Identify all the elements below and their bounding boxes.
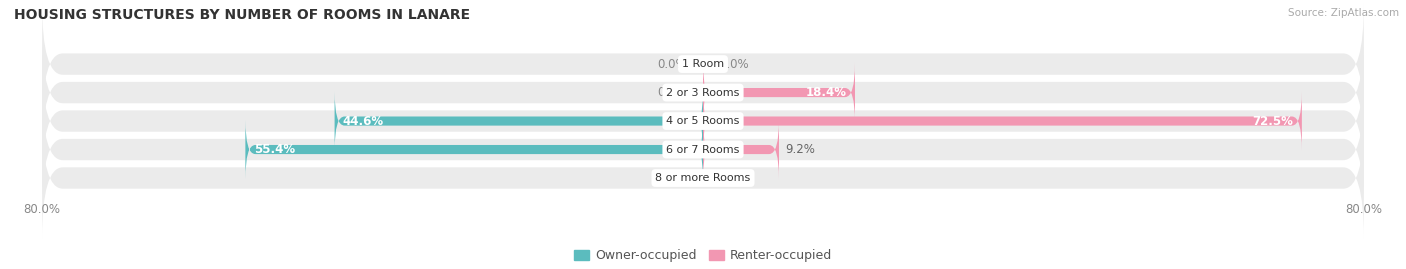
FancyBboxPatch shape: [703, 91, 1302, 151]
FancyBboxPatch shape: [42, 3, 1364, 125]
Text: HOUSING STRUCTURES BY NUMBER OF ROOMS IN LANARE: HOUSING STRUCTURES BY NUMBER OF ROOMS IN…: [14, 8, 470, 22]
Text: 0.0%: 0.0%: [657, 172, 686, 185]
FancyBboxPatch shape: [42, 118, 1364, 239]
Text: 0.0%: 0.0%: [657, 58, 686, 70]
FancyBboxPatch shape: [246, 120, 703, 179]
FancyBboxPatch shape: [703, 120, 779, 179]
Text: 44.6%: 44.6%: [343, 115, 384, 128]
FancyBboxPatch shape: [335, 91, 703, 151]
FancyBboxPatch shape: [42, 32, 1364, 153]
FancyBboxPatch shape: [42, 89, 1364, 210]
Text: 55.4%: 55.4%: [253, 143, 295, 156]
Text: 0.0%: 0.0%: [657, 86, 686, 99]
Text: 2 or 3 Rooms: 2 or 3 Rooms: [666, 88, 740, 98]
Text: 8 or more Rooms: 8 or more Rooms: [655, 173, 751, 183]
Text: 72.5%: 72.5%: [1253, 115, 1294, 128]
FancyBboxPatch shape: [703, 63, 855, 122]
Text: 0.0%: 0.0%: [720, 172, 749, 185]
Text: 4 or 5 Rooms: 4 or 5 Rooms: [666, 116, 740, 126]
Legend: Owner-occupied, Renter-occupied: Owner-occupied, Renter-occupied: [568, 244, 838, 267]
Text: 6 or 7 Rooms: 6 or 7 Rooms: [666, 144, 740, 154]
Text: 0.0%: 0.0%: [720, 58, 749, 70]
Text: 1 Room: 1 Room: [682, 59, 724, 69]
Text: 18.4%: 18.4%: [806, 86, 846, 99]
FancyBboxPatch shape: [42, 61, 1364, 182]
Text: Source: ZipAtlas.com: Source: ZipAtlas.com: [1288, 8, 1399, 18]
Text: 9.2%: 9.2%: [786, 143, 815, 156]
